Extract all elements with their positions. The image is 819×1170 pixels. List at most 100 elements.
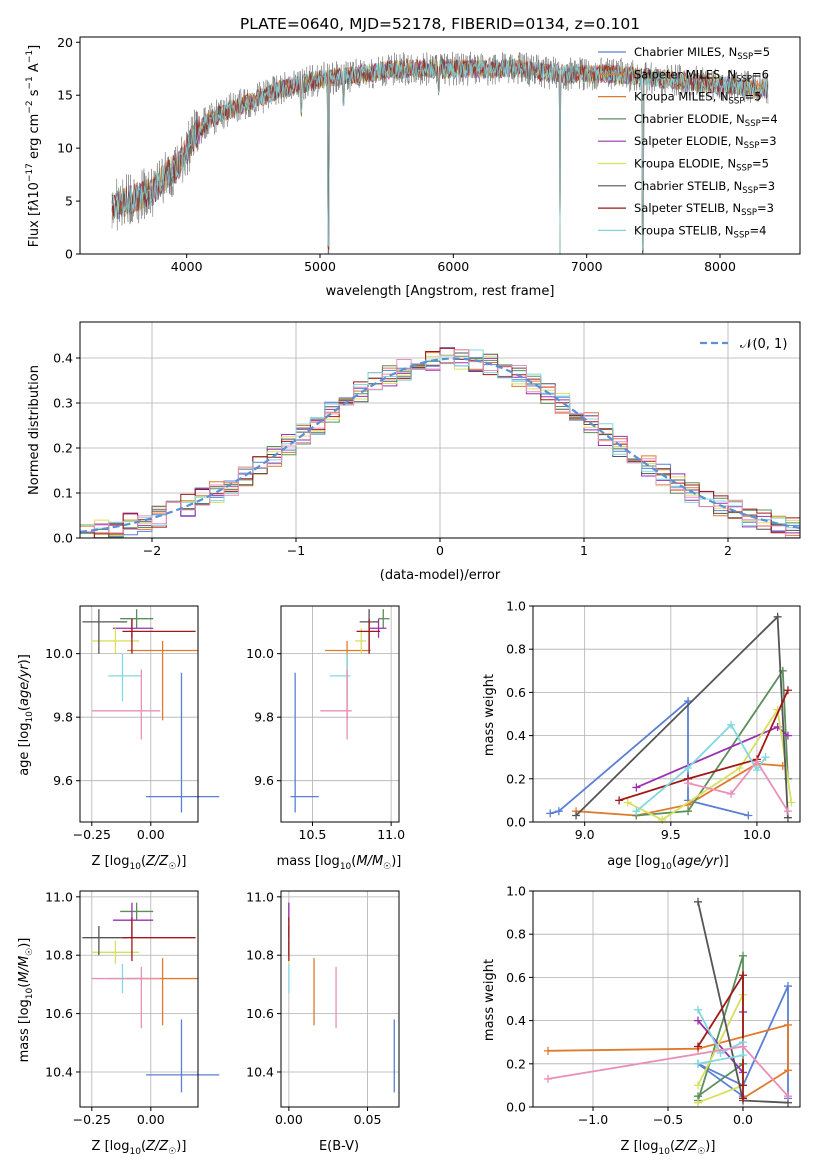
mass-vs-Z-xlabel: Z [log10(Z/Z☉)]	[92, 1139, 187, 1157]
x-tick-label: 11.0	[377, 827, 405, 842]
y-tick-label: 10.4	[246, 1064, 274, 1079]
axes-frame: −0.25 0.00 10.4 10.6 10.8 11.0	[45, 889, 199, 1127]
spectrum-title: PLATE=0640, MJD=52178, FIBERID=0134, z=0…	[240, 15, 640, 33]
axes-border	[280, 605, 400, 823]
grid-lines	[281, 891, 399, 1107]
y-tick-label: 9.6	[53, 773, 73, 788]
mass-vs-extinction-panel: E(B-V) 0.00 0.05 10.4 10.6 10.8 11.0	[246, 889, 400, 1154]
spectrum-panel: PLATE=0640, MJD=52178, FIBERID=0134, z=0…	[25, 15, 801, 299]
axes-frame: 9.0 9.5 10.0 0.0 0.2 0.4 0.6 0.8 1.0	[506, 599, 801, 842]
weight-marker	[735, 764, 744, 772]
weight-vs-metallicity-panel: Z [log10(Z/Z☉)] mass weight −1.0 −0.5 0.0 0…	[482, 884, 801, 1157]
x-tick-label: 2	[724, 543, 732, 558]
weight-marker	[773, 612, 782, 621]
y-tick-label: 0.8	[506, 927, 526, 942]
y-tick-label: 0.4	[53, 351, 73, 366]
weight-marker	[727, 720, 736, 729]
plot-area	[290, 609, 390, 813]
y-tick-label: 1.0	[506, 599, 526, 614]
axes-border	[280, 890, 400, 1108]
legend-label: Chabrier ELODIE, NSSP=4	[634, 112, 778, 129]
weight-marker	[684, 807, 693, 816]
y-tick-label: 1.0	[506, 884, 526, 899]
weight-marker	[783, 807, 792, 816]
weight-line	[636, 668, 789, 817]
axes-frame: −2 −1 0 1 2 0.0 0.1 0.2 0.3 0.4	[53, 321, 801, 558]
weight-marker	[739, 1042, 747, 1051]
y-tick-label: 9.6	[254, 773, 274, 788]
x-tick-label: −0.25	[73, 1112, 111, 1127]
weight-vs-age-ylabel: mass weight	[482, 674, 497, 756]
y-tick-label: 0.4	[506, 728, 526, 743]
y-tick-label: 0.0	[506, 815, 526, 830]
weight-marker	[632, 807, 641, 816]
x-tick-label: 5000	[304, 259, 336, 274]
axes-border	[532, 890, 801, 1108]
residual-histogram-panel: (data-model)/error Normed distribution −…	[27, 321, 801, 583]
spectrum-xlabel: wavelength [Angstrom, rest frame]	[326, 284, 555, 299]
y-tick-label: 11.0	[246, 889, 274, 904]
legend-label: 𝒩(0, 1)	[740, 337, 787, 352]
spectrum-legend: Chabrier MILES, NSSP=5 Salpeter MILES, NS…	[598, 45, 778, 240]
weight-marker	[694, 1016, 702, 1025]
y-tick-label: 0.3	[53, 396, 73, 411]
x-tick-label: 7000	[571, 259, 603, 274]
weight-marker	[554, 807, 563, 816]
weight-vs-Z-xlabel: Z [log10(Z/Z☉)]	[621, 1139, 716, 1157]
weight-line	[618, 689, 789, 802]
x-tick-label: 9.0	[575, 827, 595, 842]
y-tick-label: 11.0	[45, 889, 73, 904]
grid-lines	[80, 891, 198, 1107]
plot-area	[288, 902, 395, 1093]
weight-marker	[784, 1092, 792, 1101]
legend-label: Chabrier STELIB, NSSP=3	[634, 179, 775, 196]
axes-frame: 4000 5000 6000 7000 8000 0 5 10 15 20	[57, 35, 801, 274]
axes-border	[79, 605, 199, 823]
weight-marker	[784, 982, 792, 991]
weight-vs-age-xlabel: age [log10(age/yr)]	[607, 854, 729, 872]
legend-label: Kroupa ELODIE, NSSP=5	[634, 157, 769, 174]
y-tick-label: 0.2	[506, 1056, 526, 1071]
weight-marker	[784, 1066, 792, 1075]
y-tick-label: 10.0	[246, 646, 274, 661]
grid-lines	[533, 605, 800, 823]
age-vs-Z-ylabel: age [log10(age/yr)]	[17, 654, 35, 776]
spectrum-line	[111, 58, 769, 250]
weight-marker	[615, 796, 624, 805]
grid-lines	[281, 606, 399, 822]
mass-vs-Z-ylabel: mass [log10(M/M☉)]	[17, 938, 35, 1063]
age-vs-mass-panel: mass [log10(M/M☉)] 10.5 11.0 9.6 9.8 10.0	[246, 605, 405, 872]
axes-frame: −1.0 −0.5 0.0 0.0 0.2 0.4 0.6 0.8 1.0	[506, 884, 801, 1127]
age-vs-Z-xlabel: Z [log10(Z/Z☉)]	[92, 854, 187, 872]
y-tick-label: 0.8	[506, 642, 526, 657]
axes-border	[79, 36, 801, 255]
y-tick-label: 10.6	[45, 1006, 73, 1021]
legend-label: Salpeter ELODIE, NSSP=3	[634, 134, 777, 151]
x-tick-label: −1.0	[578, 1112, 608, 1127]
weight-marker	[739, 971, 747, 980]
axes-frame: −0.25 0.00 9.6 9.8 10.0	[45, 605, 199, 842]
axes-border	[532, 605, 801, 823]
y-tick-label: 10.6	[246, 1006, 274, 1021]
weight-marker	[544, 1074, 552, 1083]
y-tick-label: 0.6	[506, 970, 526, 985]
weight-line	[697, 972, 744, 1099]
x-tick-label: 10.0	[743, 827, 771, 842]
weight-marker	[744, 811, 753, 820]
y-tick-label: 0.6	[506, 685, 526, 700]
y-tick-label: 9.8	[254, 710, 274, 725]
x-tick-label: 0.00	[137, 827, 165, 842]
legend-label: Salpeter STELIB, NSSP=3	[634, 201, 774, 218]
y-tick-label: 0.1	[53, 486, 73, 501]
y-tick-label: 10.4	[45, 1064, 73, 1079]
axes-frame: 0.00 0.05 10.4 10.6 10.8 11.0	[246, 889, 400, 1127]
y-tick-label: 10	[57, 141, 73, 156]
x-tick-label: −1	[287, 543, 305, 558]
x-tick-label: −2	[143, 543, 161, 558]
y-tick-label: 20	[57, 35, 73, 50]
weight-marker	[727, 789, 736, 798]
histogram-step	[80, 347, 800, 539]
legend-label: Salpeter MILES, NSSP=6	[634, 67, 769, 84]
weight-vs-Z-ylabel: mass weight	[482, 959, 497, 1041]
